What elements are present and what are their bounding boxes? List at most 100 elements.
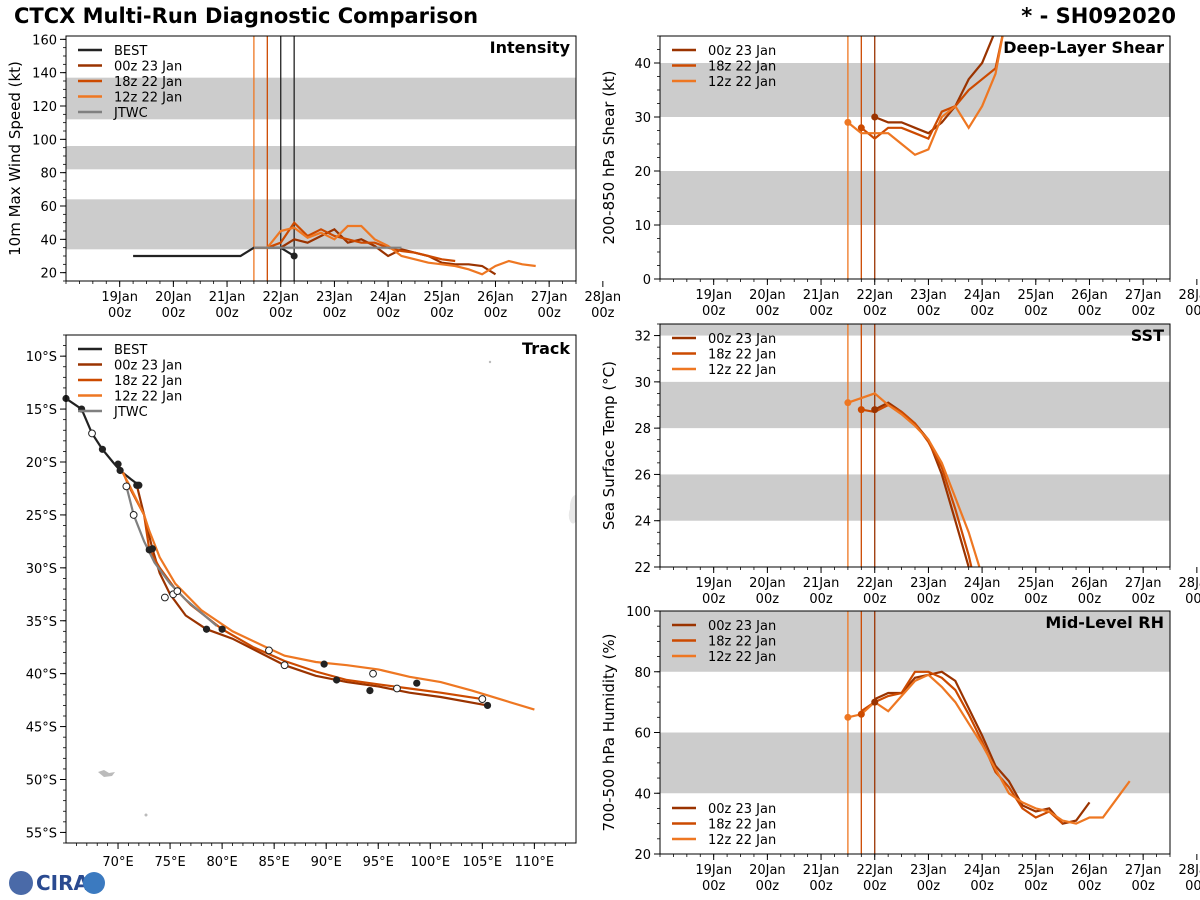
rh-xtick-label: 00z [1185, 879, 1200, 894]
intensity-xtick-label: 22Jan [262, 290, 299, 305]
intensity-xtick-label: 19Jan [101, 290, 138, 305]
sst-xtick-label: 00z [809, 592, 833, 607]
island-dot [488, 360, 492, 364]
rh-xtick-label: 26Jan [1071, 863, 1108, 878]
track-ytick-label: 55°S [26, 826, 57, 841]
track-position-marker [116, 466, 124, 475]
figure-title: CTCX Multi-Run Diagnostic Comparison [14, 4, 479, 28]
rh-xtick-label: 00z [756, 879, 780, 894]
intensity-series-marker [290, 252, 298, 260]
shear-series-marker [844, 118, 852, 126]
shear-xtick-label: 24Jan [964, 288, 1001, 303]
track-xtick-label: 70°E [102, 855, 133, 870]
track-position-marker [114, 460, 122, 468]
track-ytick-label: 30°S [26, 562, 57, 577]
sst-series-marker [857, 406, 865, 414]
track-position-marker-open [280, 661, 289, 670]
track-legend-label: JTWC [113, 405, 148, 420]
intensity-band-2 [66, 77, 576, 120]
track-position-marker [218, 625, 226, 633]
track-legend-label: BEST [114, 343, 147, 358]
track-ytick-label: 35°S [26, 615, 57, 630]
sst-xtick-label: 27Jan [1125, 576, 1162, 591]
sst-ytick-label: 24 [634, 515, 651, 530]
intensity-xtick-label: 00z [108, 306, 132, 321]
track-position-marker-open [369, 669, 377, 678]
track-position-marker-open [265, 646, 273, 655]
shear-ytick-label: 0 [643, 273, 651, 288]
track-position-marker-open [478, 695, 487, 703]
intensity-series-line [280, 227, 497, 276]
rh-band-1 [660, 611, 1170, 672]
intensity-xtick-label: 00z [323, 306, 347, 321]
rh-ytick-label: 100 [626, 605, 651, 620]
track-panel [60, 334, 577, 849]
shear-series-marker [871, 113, 879, 121]
intensity-xtick-label: 28Jan [585, 290, 622, 305]
sst-series-marker [871, 406, 879, 414]
intensity-xtick-label: 25Jan [423, 290, 460, 305]
shear-panel [654, 35, 1198, 285]
track-legend-label: 12z 22 Jan [114, 390, 182, 405]
shear-legend-label: 18z 22 Jan [708, 60, 776, 75]
track-ytick-label: 50°S [26, 774, 57, 789]
track-xtick-label: 90°E [311, 855, 342, 870]
track-position-marker [333, 676, 341, 684]
shear-xtick-label: 00z [1024, 304, 1048, 319]
shear-xtick-label: 19Jan [695, 288, 732, 303]
track-position-marker-open [88, 429, 96, 438]
rh-ytick-label: 60 [634, 727, 651, 742]
sst-xtick-label: 00z [702, 592, 726, 607]
intensity-ytick-label: 40 [40, 233, 57, 248]
shear-xtick-label: 00z [1185, 304, 1200, 319]
shear-xtick-label: 00z [756, 304, 780, 319]
intensity-title: Intensity [490, 38, 571, 57]
intensity-ytick-label: 100 [32, 133, 57, 148]
intensity-xtick-label: 00z [591, 306, 615, 321]
shear-xtick-label: 00z [1131, 304, 1155, 319]
intensity-ytick-label: 60 [40, 200, 57, 215]
track-ytick-label: 25°S [26, 509, 57, 524]
rh-ytick-label: 80 [634, 666, 651, 681]
shear-legend-label: 12z 22 Jan [708, 75, 776, 90]
rh-title: Mid-Level RH [1045, 613, 1164, 632]
intensity-xtick-label: 00z [484, 306, 508, 321]
shear-xtick-label: 00z [863, 304, 887, 319]
track-xtick-label: 110°E [515, 855, 555, 870]
intensity-xtick-label: 00z [215, 306, 239, 321]
intensity-xtick-label: 21Jan [209, 290, 246, 305]
track-position-marker [98, 445, 107, 453]
rh-series-marker [857, 710, 865, 718]
shear-xtick-label: 00z [917, 304, 941, 319]
shear-ytick-label: 40 [634, 57, 651, 72]
cira-swirl-icon [83, 872, 105, 894]
track-xtick-label: 80°E [206, 855, 237, 870]
intensity-ytick-label: 160 [32, 33, 57, 48]
shear-ylabel: 200-850 hPa Shear (kt) [600, 71, 618, 245]
sst-xtick-label: 00z [1024, 592, 1048, 607]
track-series-line [66, 397, 140, 487]
rh-series-marker [871, 698, 879, 706]
rh-xtick-label: 28Jan [1179, 863, 1200, 878]
sst-band-0 [660, 474, 1170, 521]
sst-ytick-label: 26 [634, 468, 651, 483]
track-xtick-label: 95°E [363, 855, 394, 870]
shear-xtick-label: 27Jan [1125, 288, 1162, 303]
rh-xtick-label: 00z [1024, 879, 1048, 894]
intensity-band-0 [66, 199, 576, 250]
intensity-series-line [266, 220, 456, 263]
rh-xtick-label: 24Jan [964, 863, 1001, 878]
rh-xtick-label: 00z [917, 879, 941, 894]
rh-legend-label: 00z 23 Jan [708, 802, 776, 817]
rh-xtick-label: 22Jan [856, 863, 893, 878]
intensity-xtick-label: 00z [162, 306, 186, 321]
rh-ylabel: 700-500 hPa Humidity (%) [600, 633, 618, 831]
shear-xtick-label: 23Jan [910, 288, 947, 303]
rh-ytick-label: 40 [634, 787, 651, 802]
shear-xtick-label: 00z [970, 304, 994, 319]
intensity-xtick-label: 00z [376, 306, 400, 321]
track-position-marker-open [173, 587, 182, 596]
intensity-legend-label: JTWC [113, 106, 148, 121]
track-xtick-label: 75°E [154, 855, 185, 870]
rh-band-0 [660, 732, 1170, 794]
